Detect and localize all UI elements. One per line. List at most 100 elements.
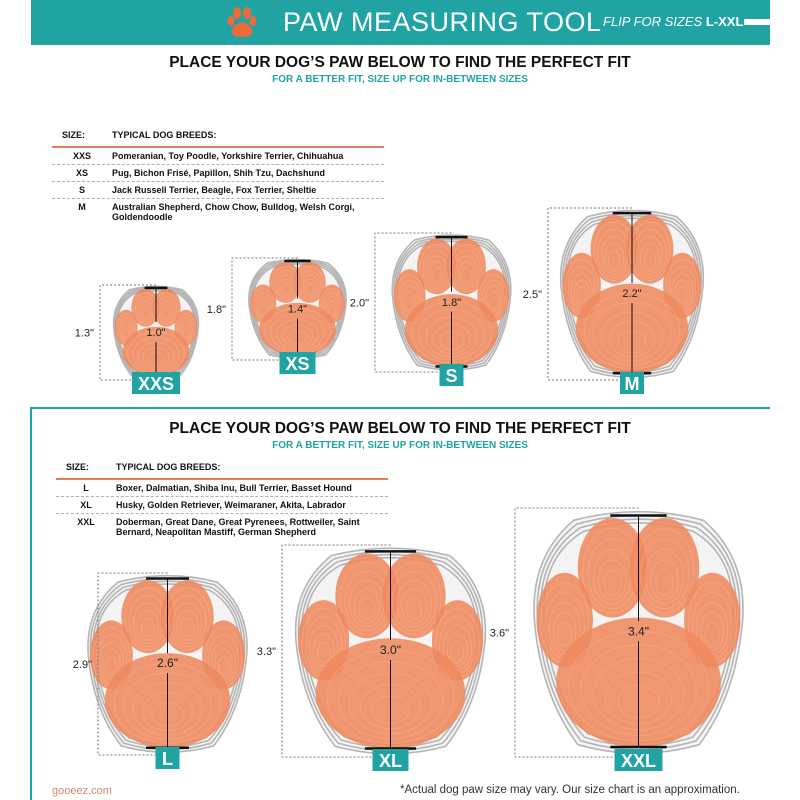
size-cell: L [83, 483, 89, 493]
paw-length-label: 1.4" [288, 303, 307, 315]
pad-ring [645, 548, 685, 605]
pad-ring [704, 622, 720, 647]
pad-ring [305, 283, 315, 295]
pad-ring [300, 274, 319, 298]
breeds-cell: Doberman, Great Dane, Great Pyrenees, Ro… [116, 517, 360, 537]
paw-pad [577, 517, 648, 618]
size-table-1: SIZE: TYPICAL DOG BREEDS: XXS Pomeranian, … [52, 130, 384, 225]
paw-pad [382, 553, 446, 639]
size-badge [372, 749, 409, 771]
size-badge [132, 372, 180, 394]
pad-ring [140, 618, 155, 638]
pad-ring [486, 290, 501, 313]
pad-ring [141, 308, 150, 319]
paw-pad [269, 262, 302, 303]
size-header: SIZE: [62, 130, 86, 140]
pad-ring [160, 304, 173, 321]
breeds-cell: Husky, Golden Retriever, Weimaraner, Aki… [116, 500, 346, 510]
size-badge-label: S [445, 366, 457, 386]
table-header: SIZE: TYPICAL DOG BREEDS: [56, 462, 388, 480]
pad-ring [604, 243, 625, 272]
pad-ring [639, 538, 690, 609]
pad-ring [632, 228, 667, 278]
paw-length-label: 3.0" [380, 643, 401, 657]
flip-note: FLIP FOR SIZES L-XXL [603, 14, 743, 29]
pad-ring [297, 270, 322, 300]
pad-ring [428, 261, 446, 285]
pad-ring [326, 300, 338, 317]
pad-ring [573, 279, 590, 307]
pad-ring [302, 278, 317, 296]
flip-prefix: FLIP FOR SIZES [603, 14, 703, 29]
pad-ring [607, 250, 621, 269]
pad-ring [162, 308, 171, 319]
table-header: SIZE: TYPICAL DOG BREEDS: [52, 130, 384, 148]
paw-pad [293, 262, 326, 303]
size-badge [439, 364, 464, 386]
pad-ring [168, 595, 207, 647]
pad-ring [650, 559, 679, 601]
pad-ring [677, 286, 688, 304]
section-2-subheading: FOR A BETTER FIT, SIZE UP FOR IN-BETWEEN… [272, 440, 528, 451]
arrow-right-icon [744, 12, 789, 32]
section-1-subheading: FOR A BETTER FIT, SIZE UP FOR IN-BETWEEN… [272, 74, 528, 85]
table-row: XL Husky, Golden Retriever, Weimaraner, A… [56, 497, 388, 514]
pad-ring [455, 255, 478, 288]
dimension-guide [231, 257, 298, 361]
section-border [30, 407, 32, 800]
pad-ring [172, 602, 203, 644]
paw-icon [227, 7, 257, 37]
paw-pad [152, 288, 181, 327]
paw-size-xs: 1.4" 1.8" XS [207, 257, 347, 374]
paw-pad [629, 517, 700, 618]
table-row: XXS Pomeranian, Toy Poodle, Yorkshire Ter… [52, 148, 384, 165]
pad-ring [156, 296, 177, 324]
shoe-length-label: 3.3" [257, 646, 276, 658]
pad-ring [655, 569, 674, 596]
table-row: XXL Doberman, Great Dane, Great Pyrenees,… [56, 514, 388, 540]
size-badge-label: XXS [138, 374, 174, 394]
pad-ring [386, 561, 442, 635]
pad-ring [158, 300, 175, 323]
pad-ring [402, 290, 417, 313]
website-link[interactable]: gooeez.com [52, 785, 112, 797]
pad-ring [391, 570, 437, 632]
table-row: M Australian Shepherd, Chow Chow, Bulldog… [52, 199, 384, 225]
size-cell: XL [80, 500, 92, 510]
pad-ring [312, 633, 335, 667]
breeds-cell: Pug, Bichon Frisé, Papillon, Shih Tzu, D… [112, 168, 326, 178]
size-badge [279, 352, 316, 374]
section-divider [30, 407, 770, 409]
paw-size-s: 1.8" 2.0" S [350, 232, 512, 386]
pad-ring [328, 304, 336, 315]
pad-ring [358, 597, 376, 620]
paw-length-label: 1.0" [146, 327, 165, 339]
paw-pad [131, 288, 160, 327]
pad-ring [634, 528, 695, 614]
pad-ring [457, 261, 475, 285]
paw-pad [160, 580, 214, 654]
pad-ring [257, 300, 269, 317]
shoe-length-label: 2.9" [73, 659, 92, 671]
paw-length-label: 3.4" [628, 624, 649, 638]
pad-ring [629, 221, 671, 281]
paw-size-m: 2.2" 2.5" M [523, 207, 705, 394]
shoe-length-label: 3.6" [490, 628, 509, 640]
pad-ring [154, 292, 179, 326]
table-row: L Boxer, Dalmatian, Shiba Inu, Bull Terri… [56, 480, 388, 497]
pad-ring [164, 587, 211, 651]
dimension-guide [374, 232, 452, 373]
paw-pad [590, 214, 638, 284]
pad-ring [136, 610, 159, 641]
disclaimer: *Actual dog paw size may vary. Our size … [400, 784, 740, 796]
pad-ring [643, 250, 657, 269]
paw-size-xxs: 1.0" 1.3" XXS [75, 284, 200, 394]
paw-pad [335, 553, 399, 639]
pad-ring [401, 588, 428, 624]
paw-length-label: 2.6" [157, 656, 178, 670]
size-badge [620, 372, 644, 394]
size-cell: XXS [72, 151, 91, 161]
pad-ring [102, 648, 121, 678]
pad-ring [488, 296, 498, 311]
